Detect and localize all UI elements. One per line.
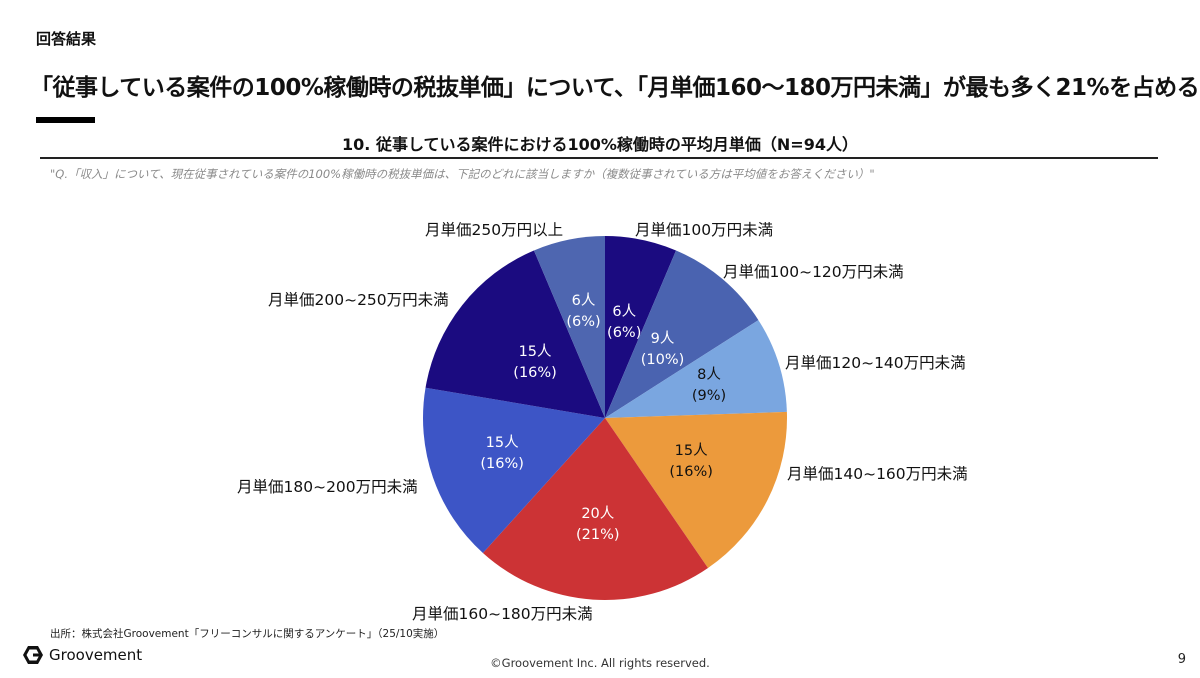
section-label: 回答結果 [36,30,97,48]
slice-category-label: 月単価100~120万円未満 [723,263,904,281]
slice-data-label: 15人 (16%) [669,442,713,480]
copyright: ©Groovement Inc. All rights reserved. [490,656,710,670]
slice-data-label: 6人 (6%) [607,304,642,342]
source-note: 出所：株式会社Groovement「フリーコンサルに関するアンケート」（25/1… [50,628,445,640]
pie-slice [605,411,787,569]
slice-category-label: 月単価200~250万円未満 [268,291,449,309]
page-headline: 「従事している案件の100%稼働時の税抜単価」について、「月単価160〜180万… [30,75,1200,101]
slice-category-label: 月単価250万円以上 [425,221,564,239]
slice-data-label: 15人 (16%) [513,343,557,381]
title-divider [40,157,1158,159]
slice-category-label: 月単価120~140万円未満 [785,354,966,372]
slice-data-label: 6人 (6%) [566,293,601,331]
chart-title: 10. 従事している案件における100%稼働時の平均月単価（N=94人） [342,135,858,154]
slice-data-label: 8人 (9%) [691,366,727,404]
slice-category-label: 月単価180~200万円未満 [237,478,418,496]
groovement-logo-icon [23,646,43,664]
accent-bar [36,117,95,123]
slice-data-label: 20人 (21%) [576,506,620,544]
page-number: 9 [1177,652,1186,667]
slice-category-label: 月単価100万円未満 [635,221,774,239]
slice-category-label: 月単価140~160万円未満 [787,465,968,483]
slice-data-label: 15人 (16%) [480,434,524,472]
company-logo: Groovement [22,645,142,665]
slice-category-label: 月単価160~180万円未満 [412,605,593,623]
logo-text: Groovement [49,646,143,664]
survey-question: "Q.「収入」について、現在従事されている案件の100%稼働時の税抜単価は、下記… [50,167,875,181]
pie-slice [425,250,605,418]
slice-data-label: 9人 (10%) [640,330,685,368]
